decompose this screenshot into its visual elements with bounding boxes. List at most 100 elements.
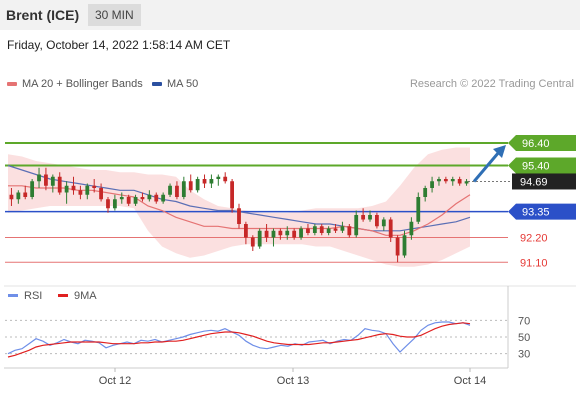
candle-body <box>216 176 221 179</box>
ma20-swatch <box>7 82 17 87</box>
pivot-tag-label: 93.35 <box>522 207 550 219</box>
pivot-tag <box>508 203 576 220</box>
candle-body <box>147 194 152 200</box>
forecast-arrow <box>472 145 506 183</box>
candle-body <box>140 197 145 200</box>
price-tags: 96.40 95.40 94.69 93.35 92.20 91.10 <box>508 135 576 269</box>
candle-body <box>443 179 448 182</box>
rsi-line <box>7 321 471 355</box>
bollinger-band <box>8 147 470 267</box>
x-tick-label: Oct 14 <box>454 375 486 387</box>
candle-body <box>133 197 138 204</box>
candle-body <box>354 215 359 236</box>
rsi-ma-legend-label: 9MA <box>74 290 97 302</box>
candle-body <box>57 176 62 193</box>
rsi-ma-line <box>7 322 471 358</box>
legend-ma20: MA 20 + Bollinger Bands <box>7 78 143 90</box>
ma20-label: MA 20 + Bollinger Bands <box>22 78 143 90</box>
candle-body <box>264 230 269 238</box>
resistance-tag <box>508 135 576 151</box>
candle-body <box>71 185 76 191</box>
resistance-tag-label: 95.40 <box>522 161 550 173</box>
candle-body <box>78 190 83 195</box>
candle-body <box>209 179 214 184</box>
x-tick-label: Oct 12 <box>99 375 131 387</box>
candle-body <box>119 197 124 200</box>
copyright-text: Research © 2022 Trading Central <box>409 78 574 90</box>
candle-body <box>333 228 338 231</box>
rsi-tick-label: 30 <box>518 349 530 361</box>
price-levels <box>5 142 512 263</box>
candle-body <box>299 228 303 238</box>
candle-body <box>112 199 117 209</box>
candle-body <box>278 230 283 236</box>
candle-body <box>319 226 324 233</box>
rsi-legend-label: RSI <box>24 290 42 302</box>
candle-body <box>250 237 255 247</box>
candle-body <box>368 215 372 220</box>
candle-body <box>457 179 462 184</box>
support-label: 91.10 <box>520 257 548 269</box>
rsi-legend-swatch <box>8 294 18 297</box>
candles <box>9 167 469 263</box>
support-label: 92.20 <box>520 233 548 245</box>
candle-body <box>237 208 241 224</box>
candle-body <box>223 176 228 182</box>
candle-body <box>85 185 90 195</box>
datetime-label: Friday, October 14, 2022 1:58:14 AM CET <box>7 38 231 52</box>
candle-body <box>312 226 317 233</box>
candle-body <box>409 221 414 236</box>
x-tick-label: Oct 13 <box>277 375 309 387</box>
resistance-tag-label: 96.40 <box>522 138 550 150</box>
resistance-tag <box>508 157 576 174</box>
candle-body <box>402 235 407 256</box>
candle-body <box>464 181 469 184</box>
candle-body <box>99 188 103 200</box>
candle-body <box>188 181 193 191</box>
candle-body <box>340 226 345 231</box>
candle-body <box>450 179 455 182</box>
candle-body <box>30 181 35 197</box>
candle-body <box>154 194 159 202</box>
candle-body <box>361 215 366 220</box>
candle-body <box>416 197 421 222</box>
candle-body <box>285 230 290 236</box>
candle-body <box>437 179 441 182</box>
rsi-tick-label: 50 <box>518 332 530 344</box>
candle-body <box>23 192 28 197</box>
candle-body <box>126 197 131 204</box>
candle-body <box>388 219 393 238</box>
rsi-ma-legend-swatch <box>58 294 68 297</box>
rsi-tick-label: 70 <box>518 315 530 327</box>
candle-body <box>9 194 14 200</box>
current-price-tag <box>512 173 576 190</box>
candle-body <box>230 181 235 209</box>
timeframe-badge[interactable]: 30 MIN <box>88 4 141 26</box>
candle-body <box>50 176 55 186</box>
ma50-label: MA 50 <box>167 78 199 90</box>
candle-body <box>257 230 262 247</box>
candle-body <box>16 192 21 200</box>
candle-body <box>326 228 331 233</box>
candle-body <box>44 174 48 186</box>
candle-body <box>306 228 310 233</box>
bollinger-fill <box>8 147 470 267</box>
ma50-swatch <box>152 82 162 87</box>
candle-body <box>37 174 41 182</box>
instrument-title: Brent (ICE) <box>6 7 80 23</box>
legend-ma50: MA 50 <box>152 78 198 90</box>
current-price-label: 94.69 <box>520 176 548 188</box>
candle-body <box>430 181 434 188</box>
candle-body <box>175 185 179 197</box>
header-bar: Brent (ICE) 30 MIN <box>0 0 580 30</box>
rsi-panel: RSI 9MA 30 50 70 <box>4 285 576 361</box>
forecast-arrow-shaft <box>472 151 501 183</box>
candle-body <box>64 185 69 193</box>
candle-body <box>243 224 248 238</box>
candle-body <box>106 199 110 209</box>
candle-body <box>381 219 386 227</box>
candle-body <box>92 185 97 188</box>
candle-body <box>423 188 428 197</box>
candle-body <box>395 237 400 256</box>
